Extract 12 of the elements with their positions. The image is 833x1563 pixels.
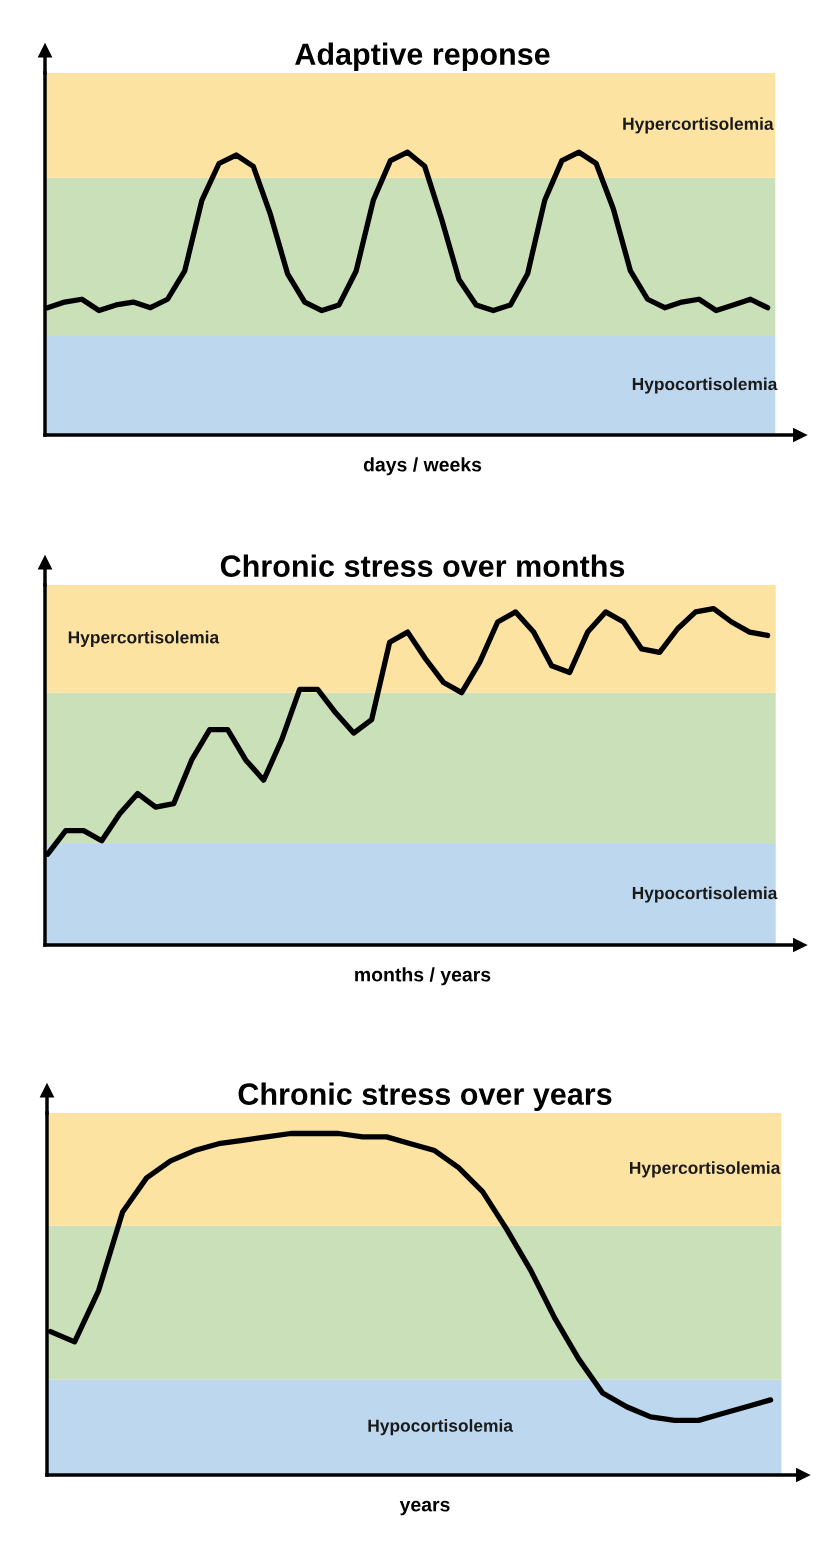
band-label: Hypercortisolemia <box>623 117 774 134</box>
band-label: Hypocortisolemia <box>632 377 778 394</box>
band-label: Hypercortisolemia <box>630 1161 781 1178</box>
chart-title: Adaptive reponse <box>295 42 550 72</box>
band-label: Hypocortisolemia <box>632 886 778 903</box>
band-label: Hypocortisolemia <box>368 1419 514 1436</box>
chart-title: Chronic stress over years <box>238 1082 612 1112</box>
band-label: Hypercortisolemia <box>68 630 220 647</box>
x-axis-title: months / years <box>355 967 491 986</box>
x-axis-title: years <box>399 1500 450 1516</box>
x-axis-title: days / weeks <box>363 457 482 476</box>
chart-title: Chronic stress over months <box>220 554 625 577</box>
